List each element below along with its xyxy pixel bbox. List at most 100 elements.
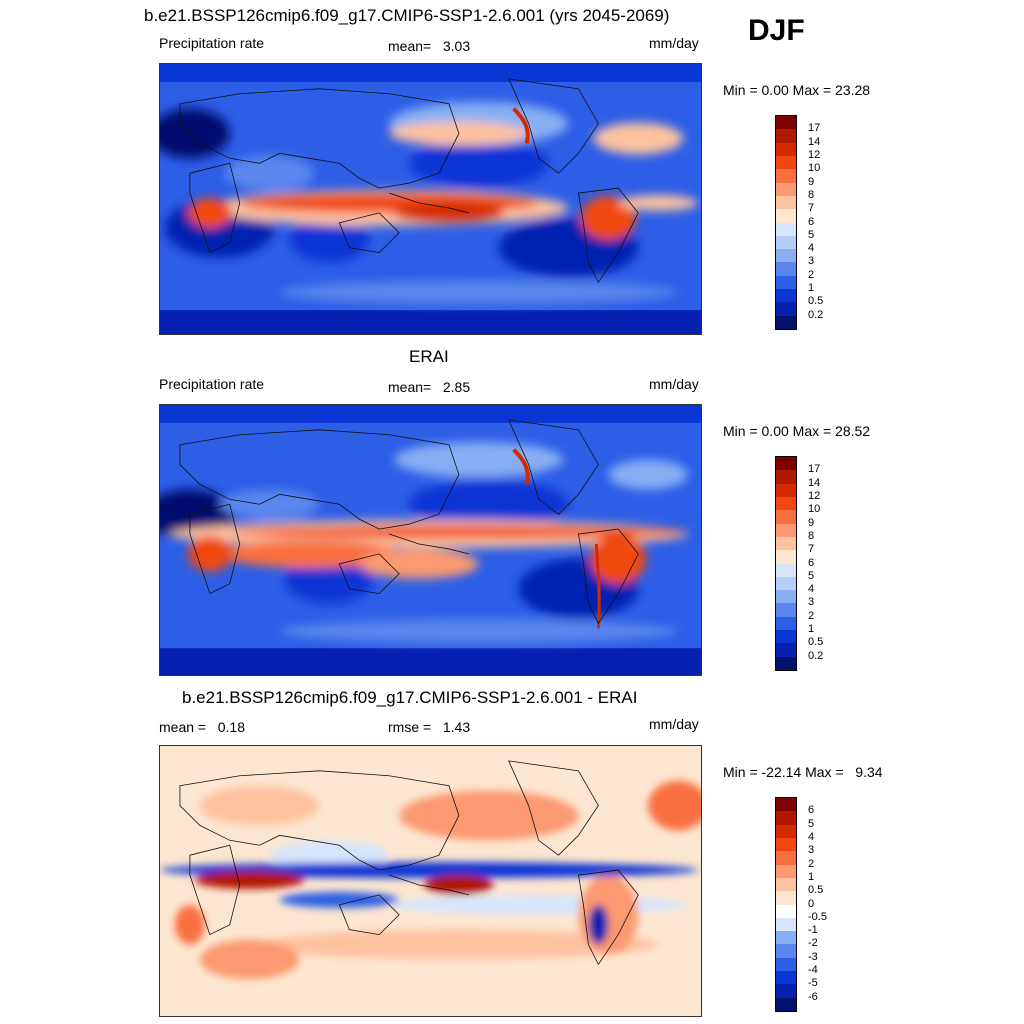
panel-1-precip-field — [160, 64, 701, 334]
panel-1-colorbar-swatch — [776, 302, 796, 316]
panel-1-colorbar-swatch — [776, 209, 796, 223]
panel-3-title: b.e21.BSSP126cmip6.f09_g17.CMIP6-SSP1-2.… — [182, 688, 638, 707]
panel-1-colorbar-tick-label: 9 — [808, 175, 815, 188]
panel-3-colorbar-swatch — [776, 798, 796, 812]
panel-2-colorbar-swatch — [776, 550, 796, 564]
panel-1-colorbar-swatch — [776, 289, 796, 303]
panel-3-colorbar-swatch — [776, 891, 796, 905]
panel-2-map — [159, 404, 702, 676]
panel-1-colorbar-tick-label: 12 — [808, 148, 821, 161]
panel-2-colorbar-swatch — [776, 483, 796, 497]
panel-1-colorbar-swatch — [776, 195, 796, 210]
panel-3-colorbar-swatch — [776, 957, 796, 972]
panel-3-colorbar-swatch — [776, 997, 796, 1011]
panel-3-colorbar-tick-label: 0.5 — [808, 884, 824, 897]
panel-2-colorbar-tick-label: 2 — [808, 609, 815, 622]
panel-2-colorbar-swatch — [776, 590, 796, 604]
panel-3-colorbar-tick-label: 1 — [808, 870, 815, 883]
panel-1-colorbar-tick-label: 5 — [808, 228, 815, 241]
panel-3-units: mm/day — [649, 716, 699, 732]
panel-2-colorbar — [775, 456, 797, 671]
panel-3-colorbar-swatch — [776, 917, 796, 932]
panel-2-colorbar-swatch — [776, 603, 796, 617]
panel-2-colorbar-tick-label: 14 — [808, 476, 821, 489]
panel-1-colorbar-tick-label: 0.2 — [808, 308, 824, 321]
panel-2-minmax: Min = 0.00 Max = 28.52 — [723, 423, 871, 439]
panel-1-colorbar-tick-label: 8 — [808, 188, 815, 201]
panel-1-variable-label: Precipitation rate — [159, 35, 265, 51]
panel-3-colorbar-tick-label: -1 — [808, 924, 818, 937]
panel-2-colorbar-swatch — [776, 643, 796, 657]
panel-3-colorbar-tick-label: 2 — [808, 857, 815, 870]
panel-2-mean-label: mean= 2.85 — [388, 379, 471, 395]
panel-3-colorbar — [775, 797, 797, 1012]
panel-3-colorbar-tick-label: 4 — [808, 830, 815, 843]
panel-1-map — [159, 63, 702, 335]
panel-2-colorbar-tick-label: 12 — [808, 489, 821, 502]
panel-1-colorbar-swatch — [776, 315, 796, 329]
panel-1-colorbar-tick-label: 4 — [808, 242, 815, 255]
panel-1-colorbar-swatch — [776, 222, 796, 236]
panel-3-colorbar-swatch — [776, 811, 796, 825]
panel-1-colorbar-swatch — [776, 182, 796, 196]
panel-3-colorbar-swatch — [776, 864, 796, 878]
panel-3-difference-field — [160, 746, 701, 1016]
panel-2-colorbar-tick-label: 3 — [808, 596, 815, 609]
panel-2-colorbar-tick-label: 17 — [808, 463, 821, 476]
panel-2-colorbar-tick-label: 0.2 — [808, 649, 824, 662]
panel-3-colorbar-swatch — [776, 904, 796, 918]
panel-2-colorbar-swatch — [776, 523, 796, 537]
panel-1-colorbar-tick-label: 3 — [808, 255, 815, 268]
panel-3-map — [159, 745, 702, 1017]
panel-3-colorbar-swatch — [776, 877, 796, 892]
panel-3-colorbar-tick-label: 3 — [808, 844, 815, 857]
panel-1-colorbar-tick-label: 0.5 — [808, 295, 824, 308]
panel-2-colorbar-tick-label: 8 — [808, 529, 815, 542]
panel-1-title: b.e21.BSSP126cmip6.f09_g17.CMIP6-SSP1-2.… — [144, 6, 670, 25]
panel-3-colorbar-swatch — [776, 824, 796, 838]
panel-1-colorbar-tick-label: 17 — [808, 122, 821, 135]
panel-1-colorbar-swatch — [776, 129, 796, 143]
panel-2-colorbar-swatch — [776, 457, 796, 471]
panel-1-colorbar-tick-label: 1 — [808, 282, 815, 295]
panel-1-colorbar-tick-label: 10 — [808, 162, 821, 175]
panel-2-colorbar-tick-label: 1 — [808, 623, 815, 636]
panel-3-mean-label: mean = 0.18 — [159, 719, 246, 735]
panel-1-mean-value: 3.03 — [442, 38, 471, 54]
panel-2-mean-value: 2.85 — [442, 379, 471, 395]
panel-2-colorbar-tick-label: 4 — [808, 583, 815, 596]
panel-1-colorbar-swatch — [776, 169, 796, 183]
panel-3-colorbar-tick-label: 0 — [808, 897, 815, 910]
panel-2-variable-label: Precipitation rate — [159, 376, 265, 392]
panel-1-minmax: Min = 0.00 Max = 23.28 — [723, 82, 871, 98]
panel-2-colorbar-tick-label: 0.5 — [808, 636, 824, 649]
panel-2-colorbar-swatch — [776, 536, 796, 551]
panel-2-colorbar-tick-label: 6 — [808, 556, 815, 569]
panel-3-colorbar-swatch — [776, 851, 796, 865]
panel-1-colorbar-tick-label: 2 — [808, 268, 815, 281]
panel-3-rmse-label: rmse = 1.43 — [388, 719, 471, 735]
panel-2-colorbar-tick-label: 10 — [808, 503, 821, 516]
season-label: DJF — [748, 14, 805, 47]
panel-3-colorbar-tick-label: 6 — [808, 804, 815, 817]
panel-3-colorbar-tick-label: -2 — [808, 937, 818, 950]
panel-3-colorbar-tick-label: -4 — [808, 964, 818, 977]
panel-2-colorbar-tick-label: 7 — [808, 543, 815, 556]
panel-3-minmax: Min = -22.14 Max = 9.34 — [723, 764, 883, 780]
panel-3-colorbar-swatch — [776, 837, 796, 852]
panel-1-colorbar-tick-label: 14 — [808, 135, 821, 148]
panel-1-colorbar — [775, 115, 797, 330]
panel-1-colorbar-tick-label: 6 — [808, 215, 815, 228]
panel-1-colorbar-swatch — [776, 249, 796, 263]
panel-3-colorbar-swatch — [776, 984, 796, 998]
panel-2-title: ERAI — [409, 347, 449, 366]
panel-2-colorbar-swatch — [776, 576, 796, 591]
panel-2-colorbar-swatch — [776, 630, 796, 644]
panel-2-colorbar-tick-label: 9 — [808, 516, 815, 529]
panel-3-colorbar-swatch — [776, 971, 796, 985]
panel-2-units: mm/day — [649, 376, 699, 392]
panel-3-colorbar-tick-label: -6 — [808, 990, 818, 1003]
panel-3-colorbar-tick-label: -3 — [808, 950, 818, 963]
panel-2-colorbar-swatch — [776, 563, 796, 577]
panel-1-colorbar-swatch — [776, 262, 796, 276]
